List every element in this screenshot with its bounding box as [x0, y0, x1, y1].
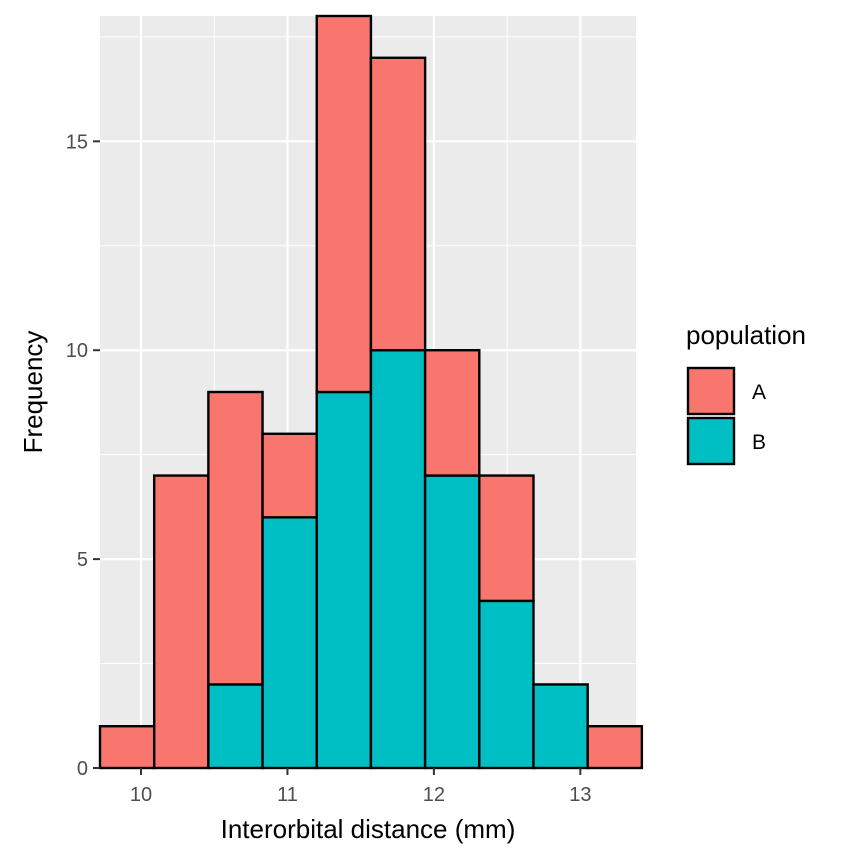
legend-label-A: A: [752, 381, 766, 404]
bar-A-bin-8: [478, 474, 535, 603]
x-axis: 10 11 12 13: [130, 768, 591, 806]
bar-B-bin-8: [478, 599, 535, 770]
bar-A-bin-1: [98, 725, 156, 770]
y-tick-label: 0: [77, 758, 88, 780]
legend-key-A: [686, 366, 736, 416]
x-axis-title: Interorbital distance (mm): [221, 814, 516, 844]
y-tick-label: 10: [66, 340, 88, 362]
x-tick-label: 12: [423, 784, 445, 806]
bar-B-bin-5: [315, 390, 373, 770]
legend-title: population: [686, 320, 806, 350]
bar-A-bin-7: [423, 349, 481, 477]
x-tick-label: 11: [277, 784, 298, 806]
y-tick-label: 15: [66, 131, 88, 153]
legend: population A B: [686, 320, 806, 466]
bar-B-bin-4: [261, 516, 318, 770]
bar-B-bin-9: [532, 683, 589, 770]
legend-label-B: B: [752, 431, 766, 454]
bar-A-bin-6: [369, 56, 427, 352]
bar-A-bin-4: [261, 432, 318, 519]
bar-B-bin-3: [207, 683, 264, 770]
x-tick-label: 10: [130, 784, 152, 806]
bar-A-bin-5: [315, 14, 373, 394]
bar-B-bin-7: [423, 474, 481, 770]
bar-A-bin-2: [152, 474, 210, 770]
y-axis-title: Frequency: [18, 331, 48, 454]
bar-A-bin-10: [586, 725, 644, 770]
bars: [98, 14, 644, 770]
bar-B-bin-6: [369, 349, 427, 770]
legend-key-B: [686, 416, 736, 466]
y-tick-label: 5: [77, 549, 88, 571]
x-tick-label: 13: [569, 784, 591, 806]
bar-A-bin-3: [207, 390, 264, 686]
y-axis: 0 5 10 15: [66, 131, 100, 780]
